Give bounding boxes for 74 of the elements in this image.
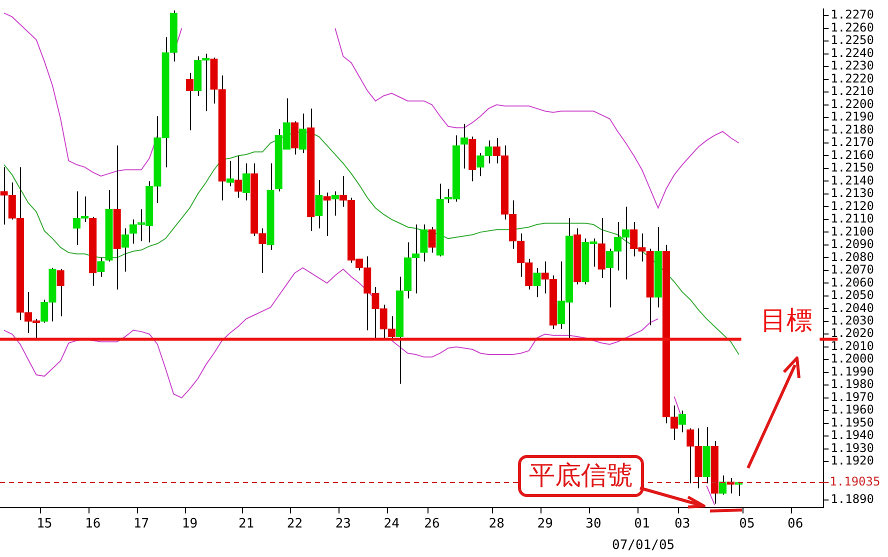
y-tick-label: 1.2090 [830,237,874,252]
candlestick [226,160,234,187]
candlestick [323,192,331,236]
x-tick-label: 15 [36,516,52,532]
y-tick-label: 1.1960 [830,402,874,417]
y-tick-label: 1.2100 [830,224,874,238]
candlestick [428,226,436,254]
x-tick-label: 30 [586,516,602,532]
x-tick-label: 05 [739,516,755,532]
y-tick-label: 1.2220 [830,71,874,86]
y-tick-label: 1.1970 [830,390,874,404]
y-tick-label: 1.2070 [830,262,874,277]
candlestick [186,72,194,131]
y-tick-label: 1.1990 [830,364,874,378]
x-tick-label: 17 [133,516,150,532]
y-tick-label: 1.2210 [830,84,874,98]
y-tick-label: 1.1930 [830,440,874,455]
y-tick-label: 1.2260 [830,20,874,34]
candlestick [460,123,468,169]
x-tick-label: 21 [238,516,254,532]
candlestick [234,155,242,198]
y-tick-label: 1.1950 [830,415,874,430]
x-tick-label: 01 [634,516,650,532]
x-tick-label: 16 [85,516,101,532]
candlestick [533,267,541,298]
candlestick [420,224,428,262]
y-tick-label: 1.2160 [830,148,874,162]
candlestick [258,228,266,274]
candlestick [298,113,307,154]
y-tick-label: 1.2050 [830,288,874,302]
ref-line-label: 1.19035 [830,474,880,489]
annotation: 平底信號 [518,455,644,497]
y-tick-label: 1.1940 [830,428,874,442]
x-tick-label: 29 [537,516,553,532]
y-tick-label: 1.2010 [830,338,874,353]
candlestick [56,268,64,317]
y-tick-label: 1.2140 [830,173,874,188]
candlestick [331,190,339,216]
x-tick-label: 19 [182,516,198,532]
y-tick-label: 1.2040 [830,300,874,315]
y-tick-label: 1.2190 [830,110,874,124]
x-tick-label: 06 [788,516,804,532]
ref-line-label: 目標 [760,306,812,336]
x-tick-label: 23 [335,516,352,532]
y-tick-label: 1.1920 [830,454,874,468]
y-tick-label: 1.2130 [830,186,874,200]
y-tick-label: 1.2080 [830,250,874,264]
y-tick-label: 1.2000 [830,352,874,366]
y-tick-label: 1.2270 [830,8,874,22]
x-tick-label: 28 [488,516,504,532]
y-tick-label: 1.2020 [830,326,874,340]
x-tick-label: 24 [384,516,400,532]
candlestick [315,179,323,229]
y-tick-label: 1.2180 [830,122,874,136]
x-tick-label: 22 [286,516,303,532]
y-tick-label: 1.2030 [830,313,874,328]
y-tick-label: 1.2060 [830,275,874,290]
candlestick [242,162,250,201]
y-tick-label: 1.2150 [830,160,874,175]
y-tick-label: 1.2170 [830,135,874,150]
y-tick-label: 1.2230 [830,58,874,73]
y-tick-label: 1.2240 [830,46,874,60]
y-tick-label: 1.1890 [830,492,874,506]
x-tick-label: 03 [674,516,690,532]
x-tick-label: 26 [424,516,440,532]
y-tick-label: 1.2250 [830,33,874,48]
text: 07/01/05 [612,538,675,553]
candlestick [129,218,138,244]
y-tick-label: 1.1980 [830,377,874,392]
y-tick-label: 1.2200 [830,96,874,111]
y-tick-label: 1.2110 [830,212,874,226]
candlestick [121,228,129,272]
candlestick [670,404,678,440]
y-tick-label: 1.2120 [830,198,874,213]
